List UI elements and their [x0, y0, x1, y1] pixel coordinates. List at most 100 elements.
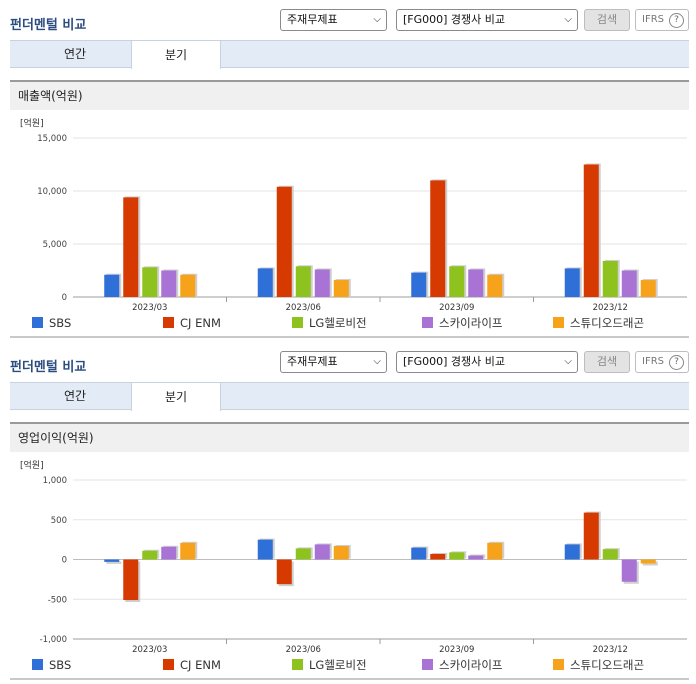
bar-스카이라이프-2023/06[interactable] [314, 544, 330, 560]
bar-스카이라이프-2023/03[interactable] [161, 546, 177, 560]
chevron-down-icon: ⌵ [564, 14, 572, 25]
bar-LG헬로비전-2023/06[interactable] [295, 266, 311, 297]
bar-SBS-2023/12[interactable] [564, 544, 580, 560]
bar-스튜디오드래곤-2023/09[interactable] [487, 274, 503, 297]
x-tick-label: 2023/12 [593, 303, 628, 313]
legend-label[interactable]: SBS [49, 316, 71, 330]
legend-label[interactable]: LG헬로비전 [309, 316, 367, 330]
x-tick-label: 2023/03 [132, 303, 167, 313]
bar-SBS-2023/09[interactable] [411, 547, 427, 560]
y-unit-label: [억원] [20, 459, 44, 471]
tab-quarterly[interactable]: 분기 [131, 382, 221, 411]
compare-group-select[interactable]: [FG000] 경쟁사 비교 ⌵ [396, 9, 578, 31]
bar-스튜디오드래곤-2023/03[interactable] [180, 274, 196, 297]
bar-스카이라이프-2023/06[interactable] [314, 269, 330, 297]
bar-SBS-2023/06[interactable] [257, 268, 273, 297]
bar-스카이라이프-2023/09[interactable] [468, 269, 484, 297]
bar-LG헬로비전-2023/03[interactable] [142, 267, 158, 297]
bar-SBS-2023/09[interactable] [411, 272, 427, 297]
y-tick-label: 5,000 [43, 240, 67, 250]
x-tick-label: 2023/09 [439, 645, 474, 655]
legend-label[interactable]: 스튜디오드래곤 [570, 658, 644, 672]
ifrs-label: IFRS [642, 14, 664, 25]
ifrs-help-button[interactable]: IFRS ? [635, 9, 689, 31]
bar-스카이라이프-2023/09[interactable] [468, 555, 484, 560]
statement-type-value: 주재무제표 [287, 13, 338, 26]
bar-CJ ENM-2023/09[interactable] [430, 180, 446, 297]
compare-group-value: [FG000] 경쟁사 비교 [403, 13, 506, 26]
legend-swatch [32, 659, 43, 670]
legend-swatch [163, 659, 174, 670]
bar-LG헬로비전-2023/12[interactable] [602, 260, 618, 297]
question-mark-icon: ? [669, 13, 684, 28]
bar-스튜디오드래곤-2023/03[interactable] [180, 542, 196, 560]
y-tick-label: 500 [51, 516, 67, 526]
bar-CJ ENM-2023/03[interactable] [123, 197, 139, 297]
section-divider [10, 336, 689, 338]
bar-CJ ENM-2023/09[interactable] [430, 553, 446, 560]
bar-SBS-2023/06[interactable] [257, 539, 273, 560]
y-unit-label: [억원] [20, 117, 44, 129]
legend-label[interactable]: 스카이라이프 [439, 658, 502, 672]
section-divider [10, 678, 689, 680]
bar-스튜디오드래곤-2023/12[interactable] [640, 559, 656, 564]
legend-label[interactable]: LG헬로비전 [309, 658, 367, 672]
question-mark-icon: ? [669, 355, 684, 370]
bar-스튜디오드래곤-2023/06[interactable] [333, 280, 349, 297]
bar-LG헬로비전-2023/03[interactable] [142, 550, 158, 560]
bar-CJ ENM-2023/12[interactable] [583, 512, 599, 560]
bar-LG헬로비전-2023/09[interactable] [449, 552, 465, 560]
legend-label[interactable]: 스튜디오드래곤 [570, 316, 644, 330]
chevron-down-icon: ⌵ [373, 14, 381, 25]
y-tick-label: 15,000 [37, 134, 67, 144]
search-button[interactable]: 검색 [584, 9, 630, 31]
compare-group-select[interactable]: [FG000] 경쟁사 비교 ⌵ [396, 351, 578, 373]
bar-CJ ENM-2023/06[interactable] [276, 186, 292, 297]
legend-label[interactable]: 스카이라이프 [439, 316, 502, 330]
fundamental-compare-panel-sales: 펀더멘털 비교 주재무제표 ⌵ [FG000] 경쟁사 비교 ⌵ 검색 IFRS… [10, 9, 689, 338]
sales-bar-chart: [억원] 0 5,000 10,000 15,000 2023/03 2023/06 2023… [20, 117, 687, 330]
bar-shadow [106, 561, 122, 564]
legend-label[interactable]: CJ ENM [180, 658, 221, 672]
bar-LG헬로비전-2023/09[interactable] [449, 266, 465, 297]
y-tick-label: 0 [62, 293, 67, 303]
y-tick-label: 10,000 [37, 187, 67, 197]
bar-SBS-2023/12[interactable] [564, 268, 580, 297]
bar-스카이라이프-2023/03[interactable] [161, 270, 177, 298]
tab-annual[interactable]: 연간 [63, 47, 87, 61]
ifrs-label: IFRS [642, 356, 664, 367]
y-tick-label: -500 [48, 595, 67, 605]
y-tick-label: -1,000 [40, 635, 67, 645]
panel-title: 펀더멘털 비교 [10, 360, 87, 375]
statement-type-select[interactable]: 주재무제표 ⌵ [280, 351, 387, 373]
panel-title: 펀더멘털 비교 [10, 18, 87, 33]
bar-스튜디오드래곤-2023/09[interactable] [487, 542, 503, 560]
legend-label[interactable]: CJ ENM [180, 316, 221, 330]
period-tab-bar: 연간 분기 [10, 382, 689, 411]
bar-스튜디오드래곤-2023/12[interactable] [640, 280, 656, 297]
tab-annual[interactable]: 연간 [63, 389, 87, 403]
bar-CJ ENM-2023/03[interactable] [123, 559, 139, 601]
section-title: 매출액(억원) [10, 80, 689, 110]
bar-LG헬로비전-2023/12[interactable] [602, 549, 618, 560]
bar-스카이라이프-2023/12[interactable] [621, 270, 637, 298]
bar-SBS-2023/03[interactable] [104, 274, 120, 297]
legend-label[interactable]: SBS [49, 658, 71, 672]
legend-swatch [553, 659, 564, 670]
legend-swatch [292, 317, 303, 328]
x-tick-label: 2023/06 [286, 645, 321, 655]
x-tick-label: 2023/12 [593, 645, 628, 655]
bar-CJ ENM-2023/12[interactable] [583, 164, 599, 298]
bar-LG헬로비전-2023/06[interactable] [295, 548, 311, 560]
bar-스튜디오드래곤-2023/06[interactable] [333, 545, 349, 560]
search-button[interactable]: 검색 [584, 351, 630, 373]
bar-스카이라이프-2023/12[interactable] [621, 559, 637, 582]
fundamental-compare-panel-operating-profit: 펀더멘털 비교 주재무제표 ⌵ [FG000] 경쟁사 비교 ⌵ 검색 IFRS… [0, 342, 696, 684]
bar-SBS-2023/03[interactable] [104, 559, 120, 562]
ifrs-help-button[interactable]: IFRS ? [635, 351, 689, 373]
x-tick-label: 2023/09 [439, 303, 474, 313]
bar-CJ ENM-2023/06[interactable] [276, 559, 292, 585]
tab-quarterly[interactable]: 분기 [131, 40, 221, 69]
statement-type-select[interactable]: 주재무제표 ⌵ [280, 9, 387, 31]
legend-swatch [422, 317, 433, 328]
